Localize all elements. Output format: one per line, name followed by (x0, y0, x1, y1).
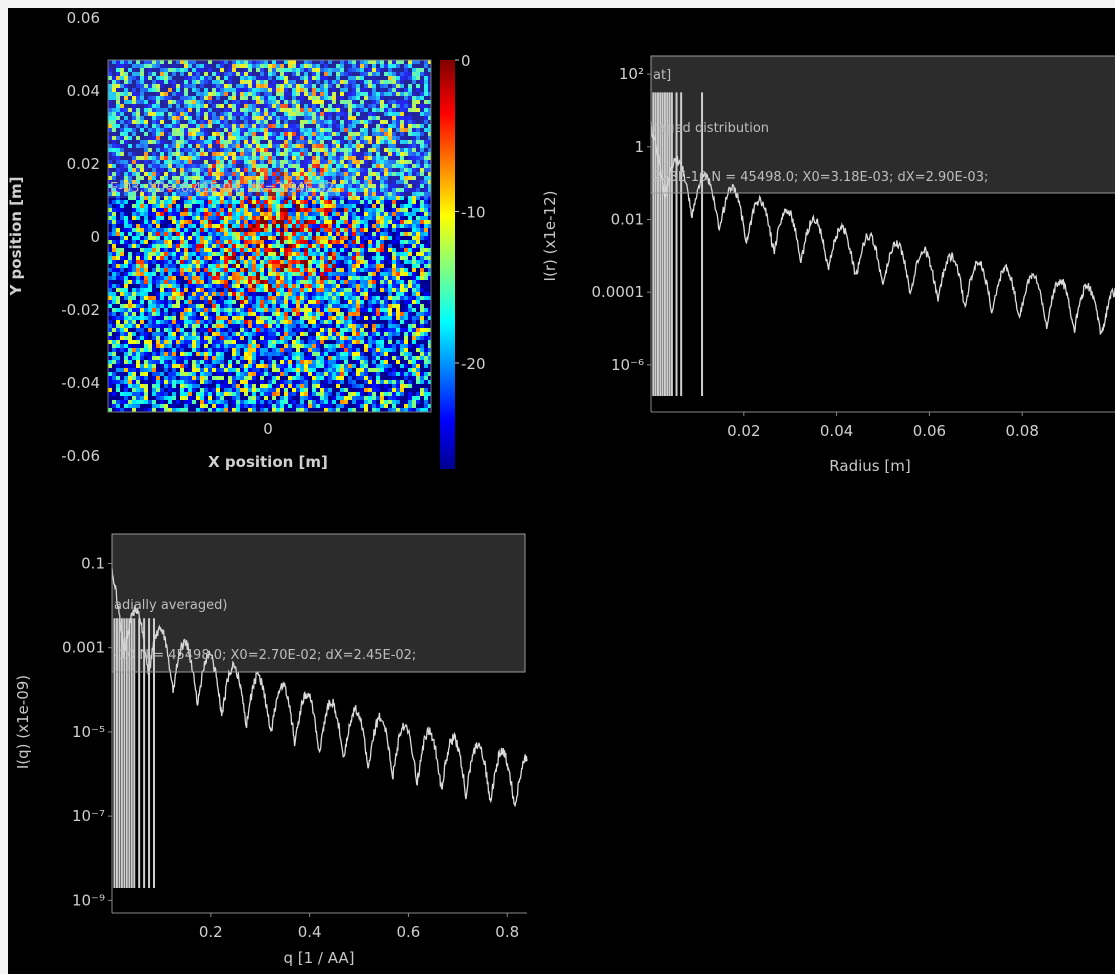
radial-profile-panel: at] raged distribution 223E-10 N = 45498… (541, 55, 1115, 475)
colorbar-tick-label: 0 (461, 52, 471, 70)
heatmap-y-tick-label: -0.02 (61, 301, 100, 319)
q-y-label: I(q) (x1e-09) (14, 675, 32, 769)
y-tick-label: 10⁻⁵ (72, 723, 105, 741)
y-tick-label: 0.1 (81, 554, 105, 572)
heatmap-x-label: X position [m] (208, 453, 328, 471)
y-tick-label: 1 (634, 138, 644, 156)
colorbar (440, 60, 455, 469)
q-x-label: q [1 / AA] (283, 949, 354, 967)
q-legend-line-1: adially averaged) (114, 598, 227, 613)
x-tick-label: 0.08 (1005, 422, 1038, 440)
y-tick-label: 0.001 (62, 639, 105, 657)
q-y-ticks: 0.1 0.001 10⁻⁵ 10⁻⁷ 10⁻⁹ (62, 554, 112, 909)
q-profile-panel: adially averaged) -10 N = 45498.0; X0=2.… (14, 533, 528, 967)
q-legend-line-2: -10 N = 45498.0; X0=2.70E-02; dX=2.45E-0… (114, 648, 416, 663)
colorbar-ticks: 0 -10 -20 (455, 52, 486, 373)
y-tick-label: 10² (619, 65, 644, 83)
radial-y-ticks: 10² 1 0.01 0.0001 10⁻⁶ (592, 65, 651, 374)
colorbar-tick-label: -20 (461, 355, 486, 373)
heatmap-x-ticks: 0 (263, 420, 273, 438)
y-tick-label: 10⁻⁷ (72, 807, 105, 825)
x-tick-label: 0.8 (495, 923, 519, 941)
y-tick-label: 10⁻⁹ (72, 891, 105, 909)
y-tick-label: 0.01 (611, 210, 644, 228)
radial-legend-line-3: 223E-10 N = 45498.0; X0=3.18E-03; dX=2.9… (653, 170, 988, 185)
q-profile-line (111, 568, 528, 807)
radial-x-ticks: 0.02 0.04 0.06 0.08 (727, 412, 1039, 440)
y-tick-label: 10⁻⁶ (611, 356, 644, 374)
heatmap-panel: E-03; X0=-6.41E-04; dX=2.94E-02; 0.060.0… (7, 9, 486, 471)
window-top-edge (0, 0, 1115, 8)
heatmap-overlay-text: E-03; X0=-6.41E-04; dX=2.94E-02; (110, 181, 338, 196)
heatmap-y-tick-label: 0.04 (67, 82, 100, 100)
y-tick-label: 0.0001 (592, 283, 645, 301)
radial-legend-box (650, 55, 1115, 194)
radial-y-label: I(r) (x1e-12) (541, 191, 559, 282)
x-tick-label: 0.4 (298, 923, 322, 941)
heatmap-overlay-box (108, 60, 431, 198)
heatmap-cells (108, 60, 431, 412)
x-tick-label: 0.04 (820, 422, 853, 440)
heatmap-y-tick-label: 0.06 (67, 9, 100, 27)
heatmap-x-tick-label: 0 (263, 420, 273, 438)
heatmap-y-label: Y position [m] (7, 176, 25, 296)
x-tick-label: 0.02 (727, 422, 760, 440)
x-tick-label: 0.6 (396, 923, 420, 941)
x-tick-label: 0.06 (913, 422, 946, 440)
heatmap-y-ticks: 0.06 0.04 0.02 0 -0.02 -0.04 -0.06 (61, 9, 100, 465)
heatmap-y-tick-label: -0.06 (61, 447, 100, 465)
colorbar-tick-label: -10 (461, 203, 486, 221)
heatmap-frame (107, 59, 432, 413)
window-left-edge (0, 0, 8, 974)
q-spikes (113, 618, 155, 888)
radial-profile-line (650, 121, 1115, 335)
heatmap-y-tick-label: 0 (90, 228, 100, 246)
x-tick-label: 0.2 (199, 923, 223, 941)
radial-legend-line-1: at] (653, 68, 671, 83)
heatmap-y-tick-label: -0.04 (61, 374, 100, 392)
q-x-ticks: 0.2 0.4 0.6 0.8 (199, 913, 519, 941)
radial-x-label: Radius [m] (829, 457, 910, 475)
q-legend-box (111, 533, 526, 673)
radial-legend-line-2: raged distribution (653, 121, 769, 136)
heatmap-y-tick-label: 0.02 (67, 155, 100, 173)
